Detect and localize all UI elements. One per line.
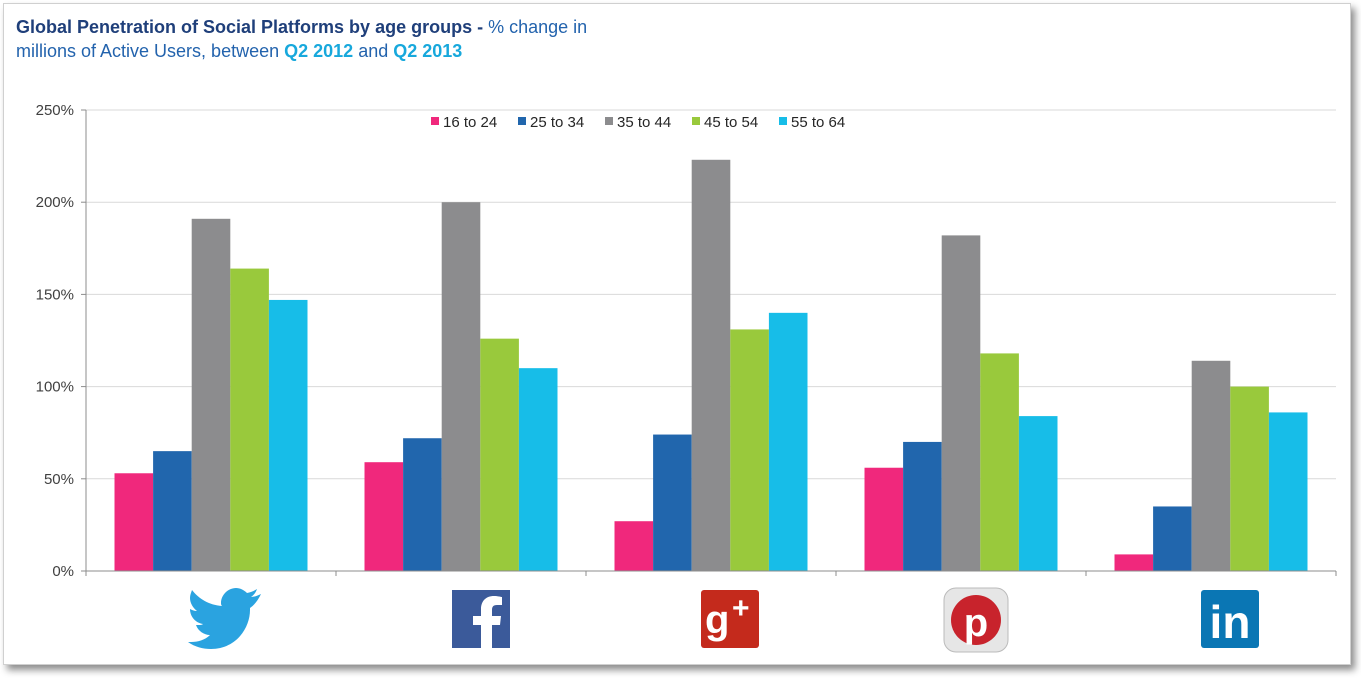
title-part2: millions of Active Users, between: [16, 41, 285, 61]
y-tick-label: 250%: [36, 102, 74, 119]
bar: [403, 438, 442, 571]
y-tick-label: 50%: [44, 471, 74, 488]
facebook-icon: [452, 590, 510, 648]
bar: [1230, 386, 1269, 571]
title-and: and: [353, 41, 394, 61]
legend-label: 16 to 24: [443, 114, 497, 131]
legend-label: 35 to 44: [617, 114, 671, 131]
bar: [1191, 360, 1231, 571]
y-tick-label: 100%: [36, 379, 74, 396]
y-axis: 0% 50% 100% 150% 200% 250%: [36, 102, 87, 580]
bar: [114, 473, 154, 571]
bar: [864, 467, 904, 571]
bar: [1018, 416, 1058, 571]
google-plus-icon: g +: [701, 590, 759, 648]
legend-swatch: [518, 117, 526, 125]
bar: [191, 218, 231, 571]
y-tick-label: 150%: [36, 286, 74, 303]
bar: [1114, 554, 1154, 571]
legend-swatch: [431, 117, 439, 125]
svg-text:+: +: [732, 592, 750, 625]
chart-title: Global Penetration of Social Platforms b…: [16, 15, 587, 63]
bar: [1268, 412, 1308, 571]
title-bold: Global Penetration of Social Platforms b…: [16, 17, 484, 37]
pinterest-icon: p: [943, 587, 1009, 653]
bar: [730, 329, 769, 571]
bar: [480, 338, 519, 571]
y-tick-label: 200%: [36, 194, 74, 211]
bar: [903, 441, 942, 571]
svg-text:in: in: [1210, 596, 1251, 648]
legend: 16 to 24 25 to 34 35 to 44 45 to 54 55 to 64: [431, 114, 845, 131]
legend-swatch: [605, 117, 613, 125]
bar: [691, 159, 731, 571]
bar: [364, 462, 404, 571]
y-tick-label: 0%: [52, 563, 74, 580]
x-axis: [85, 570, 1337, 576]
bar: [941, 235, 981, 571]
svg-text:g: g: [705, 598, 729, 642]
title-period-end: Q2 2013: [393, 41, 463, 61]
bar: [518, 368, 558, 571]
legend-swatch: [779, 117, 787, 125]
bar: [230, 268, 269, 571]
bar: [268, 299, 308, 571]
bar: [153, 451, 192, 571]
bar: [1153, 506, 1192, 571]
bar: [441, 202, 481, 571]
title-part1: % change in: [483, 17, 588, 37]
bar: [980, 353, 1019, 571]
bar: [653, 434, 692, 571]
legend-swatch: [692, 117, 700, 125]
bar: [614, 521, 654, 571]
linkedin-icon: in: [1201, 590, 1259, 648]
twitter-icon: [188, 588, 261, 649]
legend-label: 25 to 34: [530, 114, 584, 131]
svg-text:p: p: [964, 601, 988, 645]
bars: [114, 159, 1308, 571]
legend-label: 45 to 54: [704, 114, 758, 131]
legend-label: 55 to 64: [791, 114, 845, 131]
title-period-start: Q2 2012: [284, 41, 354, 61]
bar: [768, 312, 808, 571]
